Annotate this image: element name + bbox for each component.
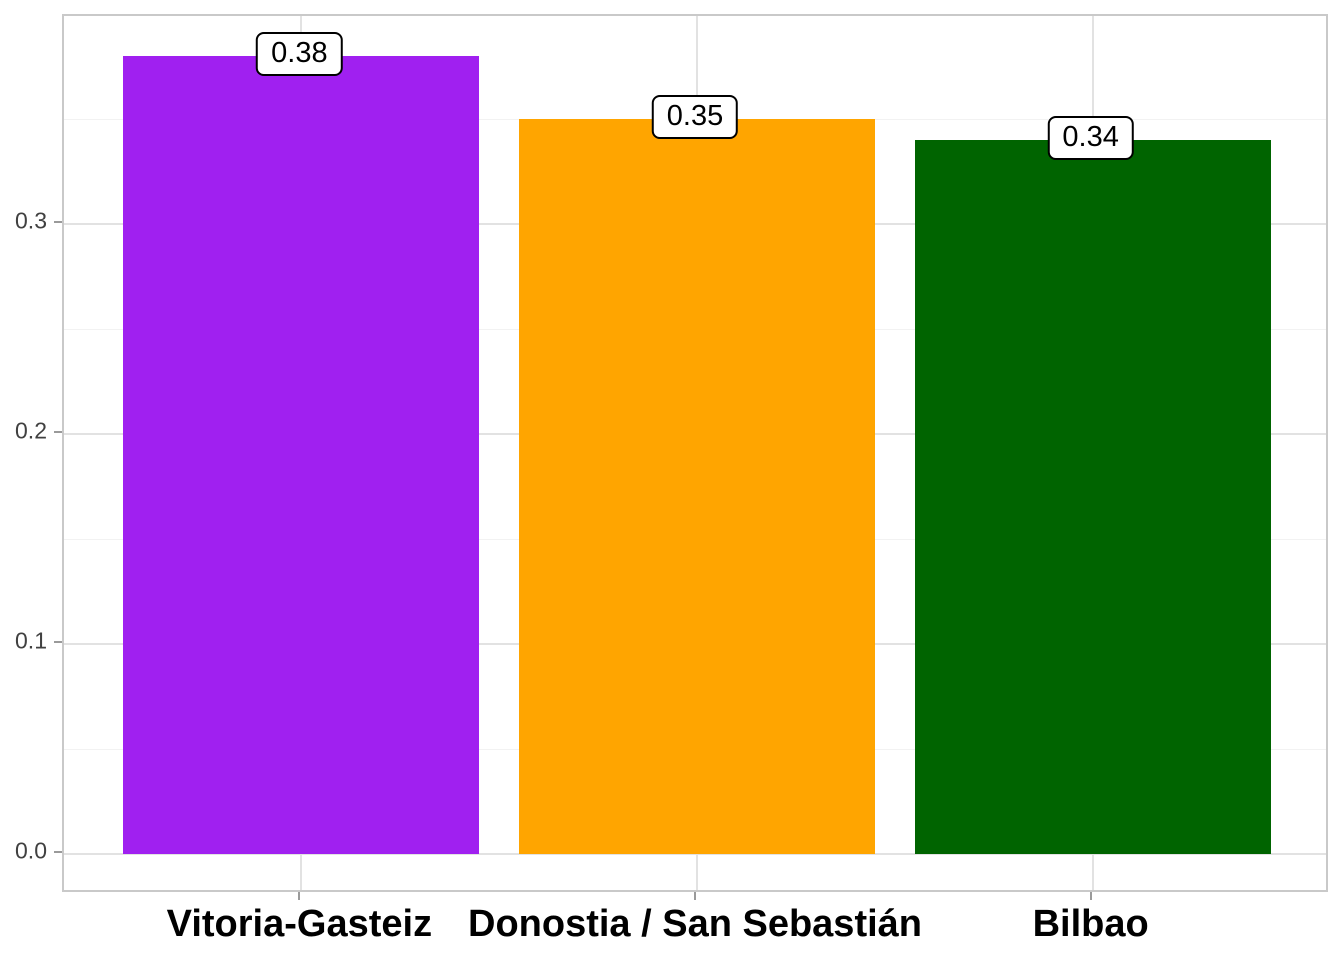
bar-value-label: 0.34 xyxy=(1047,115,1134,160)
bar xyxy=(123,55,480,855)
x-axis-category-label: Vitoria-Gasteiz xyxy=(166,903,433,945)
y-axis-tick-label: 0.1 xyxy=(15,627,47,654)
y-axis-tick-label: 0.2 xyxy=(15,417,47,444)
bar xyxy=(518,118,876,855)
x-axis-category-label: Donostia / San Sebastián xyxy=(468,903,922,945)
bar xyxy=(914,139,1271,855)
y-axis-tick-label: 0.3 xyxy=(15,207,47,234)
y-axis-tick xyxy=(54,641,62,644)
x-axis-tick xyxy=(694,892,696,900)
x-axis-tick xyxy=(298,892,301,900)
bar-value-label: 0.38 xyxy=(256,31,343,76)
x-axis-category-label: Bilbao xyxy=(1032,903,1149,945)
x-axis-tick xyxy=(1089,892,1092,900)
y-axis-tick xyxy=(54,430,62,433)
bar-layer xyxy=(64,16,1326,890)
plot-panel xyxy=(62,14,1328,892)
y-axis-tick xyxy=(54,220,62,223)
y-axis-tick xyxy=(54,851,62,854)
y-axis-tick-label: 0.0 xyxy=(15,837,47,864)
bar-value-label: 0.35 xyxy=(651,94,739,139)
y-gridline-major xyxy=(64,853,1326,856)
